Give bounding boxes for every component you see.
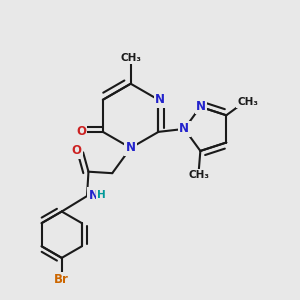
Text: O: O (72, 144, 82, 158)
Text: N: N (88, 189, 98, 202)
Text: CH₃: CH₃ (120, 53, 141, 63)
Text: Br: Br (54, 273, 69, 286)
Text: N: N (196, 100, 206, 113)
Text: O: O (76, 125, 86, 138)
Text: N: N (126, 141, 136, 154)
Text: N: N (155, 93, 165, 106)
Text: H: H (97, 190, 106, 200)
Text: N: N (179, 122, 189, 135)
Text: CH₃: CH₃ (188, 170, 209, 180)
Text: CH₃: CH₃ (238, 97, 259, 106)
